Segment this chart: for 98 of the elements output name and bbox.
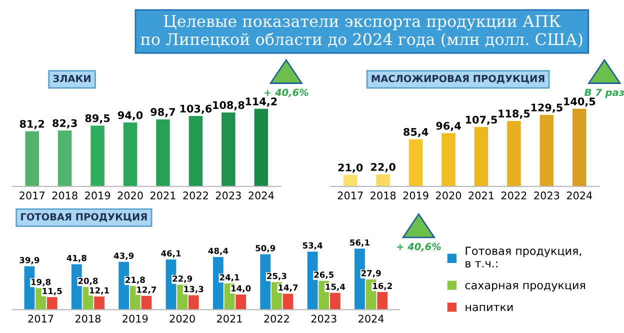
bar (188, 116, 203, 186)
x-tick-label: 2017 (20, 192, 44, 200)
data-label: 14,7 (278, 284, 298, 292)
bar (442, 133, 456, 186)
bar (474, 127, 488, 186)
data-label: 13,3 (184, 286, 204, 294)
data-label: 19,8 (31, 278, 51, 286)
data-label: 94,0 (118, 111, 143, 120)
data-label: 27,9 (361, 270, 381, 278)
data-label: 39,9 (20, 256, 40, 264)
bar (254, 108, 268, 186)
x-tick-label: 2021 (150, 192, 176, 200)
x-tick-label: 2021 (468, 192, 494, 200)
bar (236, 294, 246, 310)
x-tick-label: 2023 (534, 192, 560, 200)
annotation: + 40,6% (397, 242, 441, 252)
data-label: 82,3 (52, 119, 77, 128)
x-tick-label: 2021 (217, 314, 242, 323)
x-tick-label: 2022 (501, 192, 526, 200)
text: + 40,6% (264, 88, 308, 98)
data-label: 98,7 (150, 108, 176, 118)
bar (222, 112, 236, 186)
data-label: 53,4 (302, 242, 322, 250)
chart-subtitle: МАСЛОЖИРОВАЯ ПРОДУКЦИЯ (372, 74, 544, 84)
x-tick-label: 2018 (52, 192, 78, 200)
data-label: 103,6 (180, 104, 212, 114)
chart-subtitle: ЗЛАКИ (53, 74, 90, 82)
data-label: 85,4 (404, 128, 428, 138)
bar (90, 126, 104, 186)
legend-label: напитки (466, 304, 513, 312)
data-label: 129,5 (531, 104, 562, 113)
data-label: 12,7 (137, 286, 156, 294)
bar (94, 296, 104, 310)
bar (46, 297, 58, 310)
x-tick-label: 2017 (338, 192, 363, 200)
bar (156, 119, 170, 186)
bar (507, 120, 521, 186)
bar (58, 130, 72, 186)
data-label: 22,0 (371, 163, 396, 172)
bar (376, 174, 390, 186)
x-tick-label: 2017 (28, 314, 54, 323)
legend-label: Готовая продукция, в т.ч.: (466, 246, 582, 268)
bar (572, 108, 586, 186)
bar (188, 295, 199, 310)
x-tick-label: 2020 (118, 192, 143, 200)
x-tick-label: 2024 (358, 314, 384, 323)
bar (141, 296, 152, 310)
x-tick-label: 2024 (248, 192, 274, 200)
data-label: 26,5 (314, 272, 334, 279)
x-tick-label: 2022 (183, 192, 208, 200)
bar (343, 174, 358, 186)
legend-label: сахарная продукция (465, 282, 585, 292)
x-tick-label: 2019 (122, 314, 148, 323)
chart-subtitle: ГОТОВАЯ ПРОДУКЦИЯ (21, 213, 147, 222)
data-label: 46,1 (161, 250, 181, 258)
bar (540, 114, 554, 186)
data-label: 114,2 (246, 97, 277, 107)
data-label: 96,4 (436, 122, 461, 132)
data-label: 48,4 (208, 248, 228, 256)
data-label: 16,2 (373, 282, 392, 290)
bar (25, 131, 39, 186)
data-label: 81,2 (20, 120, 44, 130)
x-tick-label: 2018 (75, 314, 101, 323)
data-label: 89,5 (85, 114, 110, 124)
data-label: 11,5 (42, 288, 62, 296)
x-tick-label: 2022 (264, 314, 289, 323)
data-label: 56,1 (350, 239, 370, 247)
data-label: 15,4 (326, 284, 346, 291)
bar (123, 122, 138, 186)
data-label: 14,0 (231, 285, 251, 293)
x-tick-label: 2020 (436, 192, 462, 200)
text: В 7 раз (584, 88, 624, 98)
x-tick-label: 2019 (85, 192, 110, 200)
data-label: 118,5 (498, 110, 530, 119)
x-tick-label: 2019 (403, 192, 428, 200)
data-label: 108,8 (213, 101, 244, 110)
data-label: 25,3 (267, 272, 286, 280)
x-tick-label: 2018 (370, 192, 396, 200)
bar (282, 294, 294, 310)
data-label: 20,8 (78, 278, 98, 286)
x-tick-label: 2023 (216, 192, 241, 200)
x-tick-label: 2024 (566, 192, 592, 200)
data-label: 12,1 (90, 287, 109, 295)
data-label: 140,5 (564, 97, 596, 107)
bar (330, 292, 340, 310)
bar (377, 292, 388, 310)
data-label: 24,1 (220, 274, 240, 282)
data-label: 41,8 (66, 254, 86, 262)
data-label: 43,9 (114, 252, 134, 260)
x-tick-label: 2023 (311, 314, 336, 323)
data-label: 21,8 (126, 276, 145, 284)
data-label: 21,0 (338, 164, 363, 173)
bar (408, 139, 423, 186)
data-label: 107,5 (466, 116, 497, 125)
data-label: 22,9 (172, 275, 192, 283)
data-label: 50,9 (256, 244, 276, 252)
x-tick-label: 2020 (170, 314, 195, 323)
text: Целевые показатели экспорта продукции АПК по Липецкой области до 2024 года (млн долл. США) (140, 15, 582, 48)
